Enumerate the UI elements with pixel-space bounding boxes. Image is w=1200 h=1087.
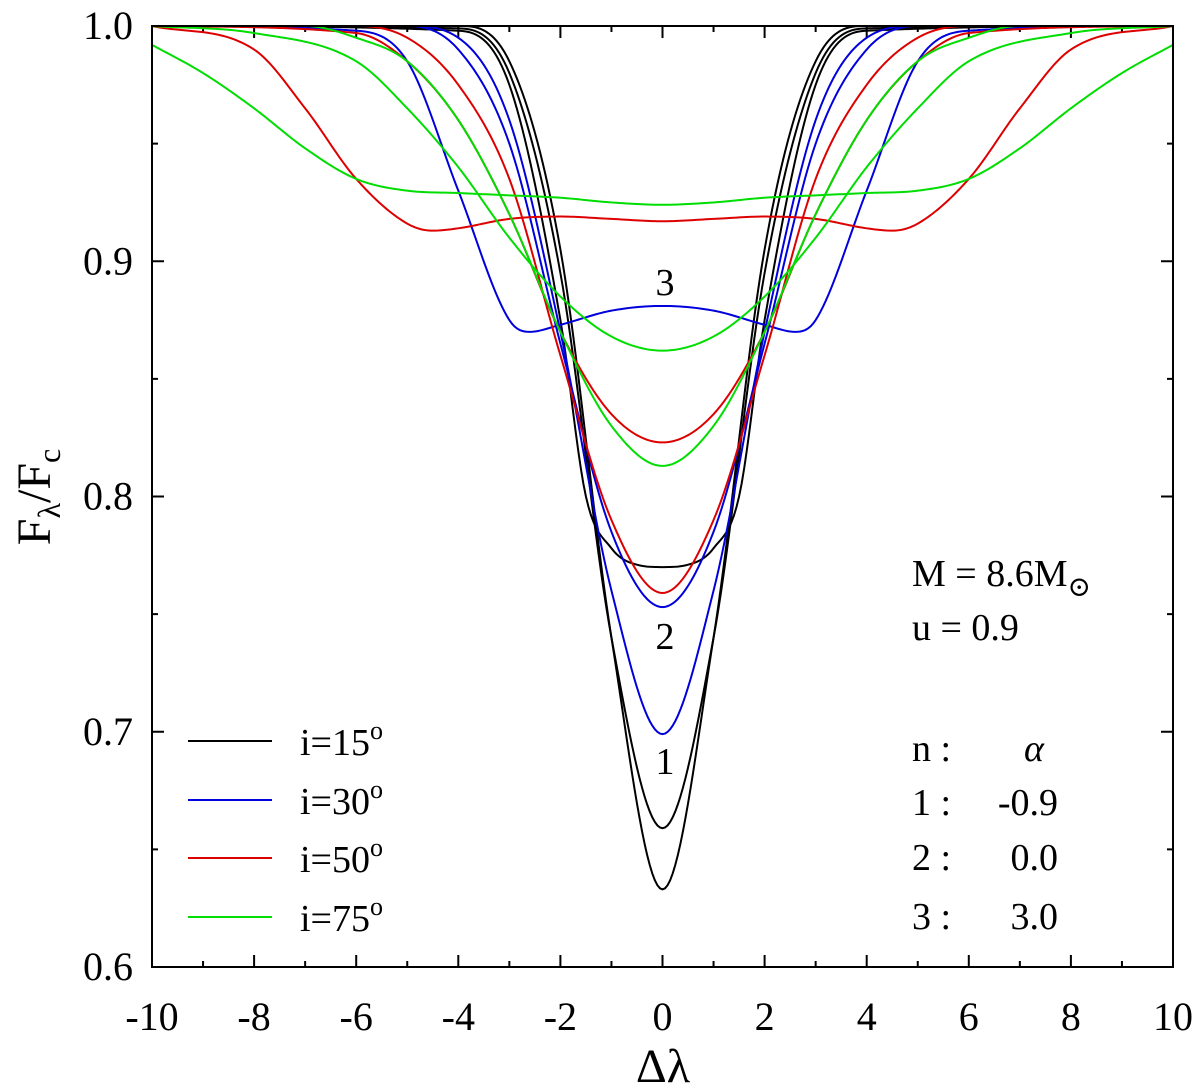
y-tick-label: 1.0 xyxy=(83,3,133,48)
legend-label-i50: i=50o xyxy=(300,833,383,881)
u-annotation: u = 0.9 xyxy=(912,607,1019,649)
curve-label-1: 1 xyxy=(656,741,675,783)
mass-annotation: M = 8.6M⊙ xyxy=(912,553,1091,603)
x-tick-label: 2 xyxy=(755,994,775,1039)
series-line-i50-n3 xyxy=(151,25,1174,232)
table-row-2-alpha: 0.0 xyxy=(1011,837,1059,879)
y-tick-label: 0.6 xyxy=(83,944,133,989)
x-tick-label: -4 xyxy=(442,994,475,1039)
legend-label-i75: i=75o xyxy=(300,892,383,940)
x-axis-title: Δλ xyxy=(636,1040,691,1087)
x-tick-label: 8 xyxy=(1061,994,1081,1039)
curve-label-2: 2 xyxy=(656,616,675,658)
legend-label-i15: i=15o xyxy=(300,716,383,764)
axis-ticks xyxy=(151,25,1174,968)
table-header-n: n : xyxy=(912,728,951,770)
legend-label-i30: i=30o xyxy=(300,775,383,823)
table-row-3-n: 3 : xyxy=(912,896,951,938)
table-row-2-n: 2 : xyxy=(912,837,951,879)
series-line-i50-n2 xyxy=(151,25,1174,444)
x-tick-label: 4 xyxy=(857,994,877,1039)
x-tick-label: -10 xyxy=(125,994,178,1039)
x-tick-label: 10 xyxy=(1153,994,1193,1039)
table-row-1-n: 1 : xyxy=(912,782,951,824)
x-tick-label: 0 xyxy=(653,994,673,1039)
y-tick-label: 0.9 xyxy=(83,238,133,283)
y-axis-title: Fλ/Fc xyxy=(8,449,67,545)
x-tick-label: 6 xyxy=(959,994,979,1039)
series-line-i15-n2 xyxy=(152,25,1173,830)
tick-labels: -10 -8 -6 -4 -2 0 2 4 6 8 10 0.6 0.7 0.8 0.9 1.0 xyxy=(83,3,1193,1039)
series-line-i30-n2 xyxy=(152,25,1173,609)
series-line-i75-n2 xyxy=(151,25,1174,352)
series-line-i75-n3 xyxy=(151,43,1174,206)
y-tick-label: 0.8 xyxy=(83,474,133,519)
table-row-3-alpha: 3.0 xyxy=(1011,896,1059,938)
table-header-alpha: α xyxy=(1024,728,1045,770)
series-line-i75-n1 xyxy=(152,25,1173,467)
x-tick-label: -8 xyxy=(237,994,270,1039)
series-line-i50-n1 xyxy=(152,25,1173,594)
y-tick-label: 0.7 xyxy=(83,709,133,754)
x-tick-label: -2 xyxy=(544,994,577,1039)
curve-label-3: 3 xyxy=(656,262,675,304)
x-tick-label: -6 xyxy=(340,994,373,1039)
table-row-1-alpha: -0.9 xyxy=(998,782,1058,824)
plot-frame xyxy=(151,25,1174,968)
legend: i=15o i=30o i=50o i=75o xyxy=(188,716,383,940)
